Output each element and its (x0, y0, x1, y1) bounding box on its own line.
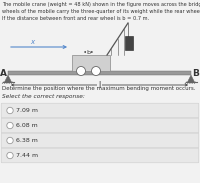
Circle shape (92, 66, 101, 76)
Text: A: A (0, 68, 7, 77)
Text: Select the correct response:: Select the correct response: (2, 94, 85, 99)
Bar (8, 71, 191, 75)
Text: 7.44 m: 7.44 m (16, 153, 38, 158)
Text: l: l (98, 81, 101, 89)
Circle shape (7, 107, 13, 114)
Text: 6.08 m: 6.08 m (16, 123, 38, 128)
Text: The mobile crane (weight = 48 kN) shown in the figure moves across the bridge of: The mobile crane (weight = 48 kN) shown … (2, 2, 200, 7)
Text: wheels of the mobile carry the three-quarter of its weight while the rear wheels: wheels of the mobile carry the three-qua… (2, 9, 200, 14)
FancyBboxPatch shape (1, 118, 199, 133)
Polygon shape (4, 75, 12, 82)
Circle shape (7, 137, 13, 144)
Text: 6.38 m: 6.38 m (16, 138, 38, 143)
Circle shape (76, 66, 86, 76)
Circle shape (7, 122, 13, 129)
Text: B: B (192, 68, 199, 77)
Text: b: b (86, 49, 90, 55)
FancyBboxPatch shape (1, 133, 199, 148)
Circle shape (7, 152, 13, 159)
FancyBboxPatch shape (1, 148, 199, 163)
Bar (72, 55, 110, 71)
Text: If the distance between front and rear wheel is b = 0.7 m.: If the distance between front and rear w… (2, 16, 149, 21)
FancyBboxPatch shape (1, 103, 199, 118)
Polygon shape (188, 75, 194, 82)
Text: Determine the position where the maximum bending moment occurs.: Determine the position where the maximum… (2, 86, 196, 91)
Text: x: x (30, 39, 34, 45)
Bar (125, 36, 133, 50)
Text: 7.09 m: 7.09 m (16, 108, 38, 113)
